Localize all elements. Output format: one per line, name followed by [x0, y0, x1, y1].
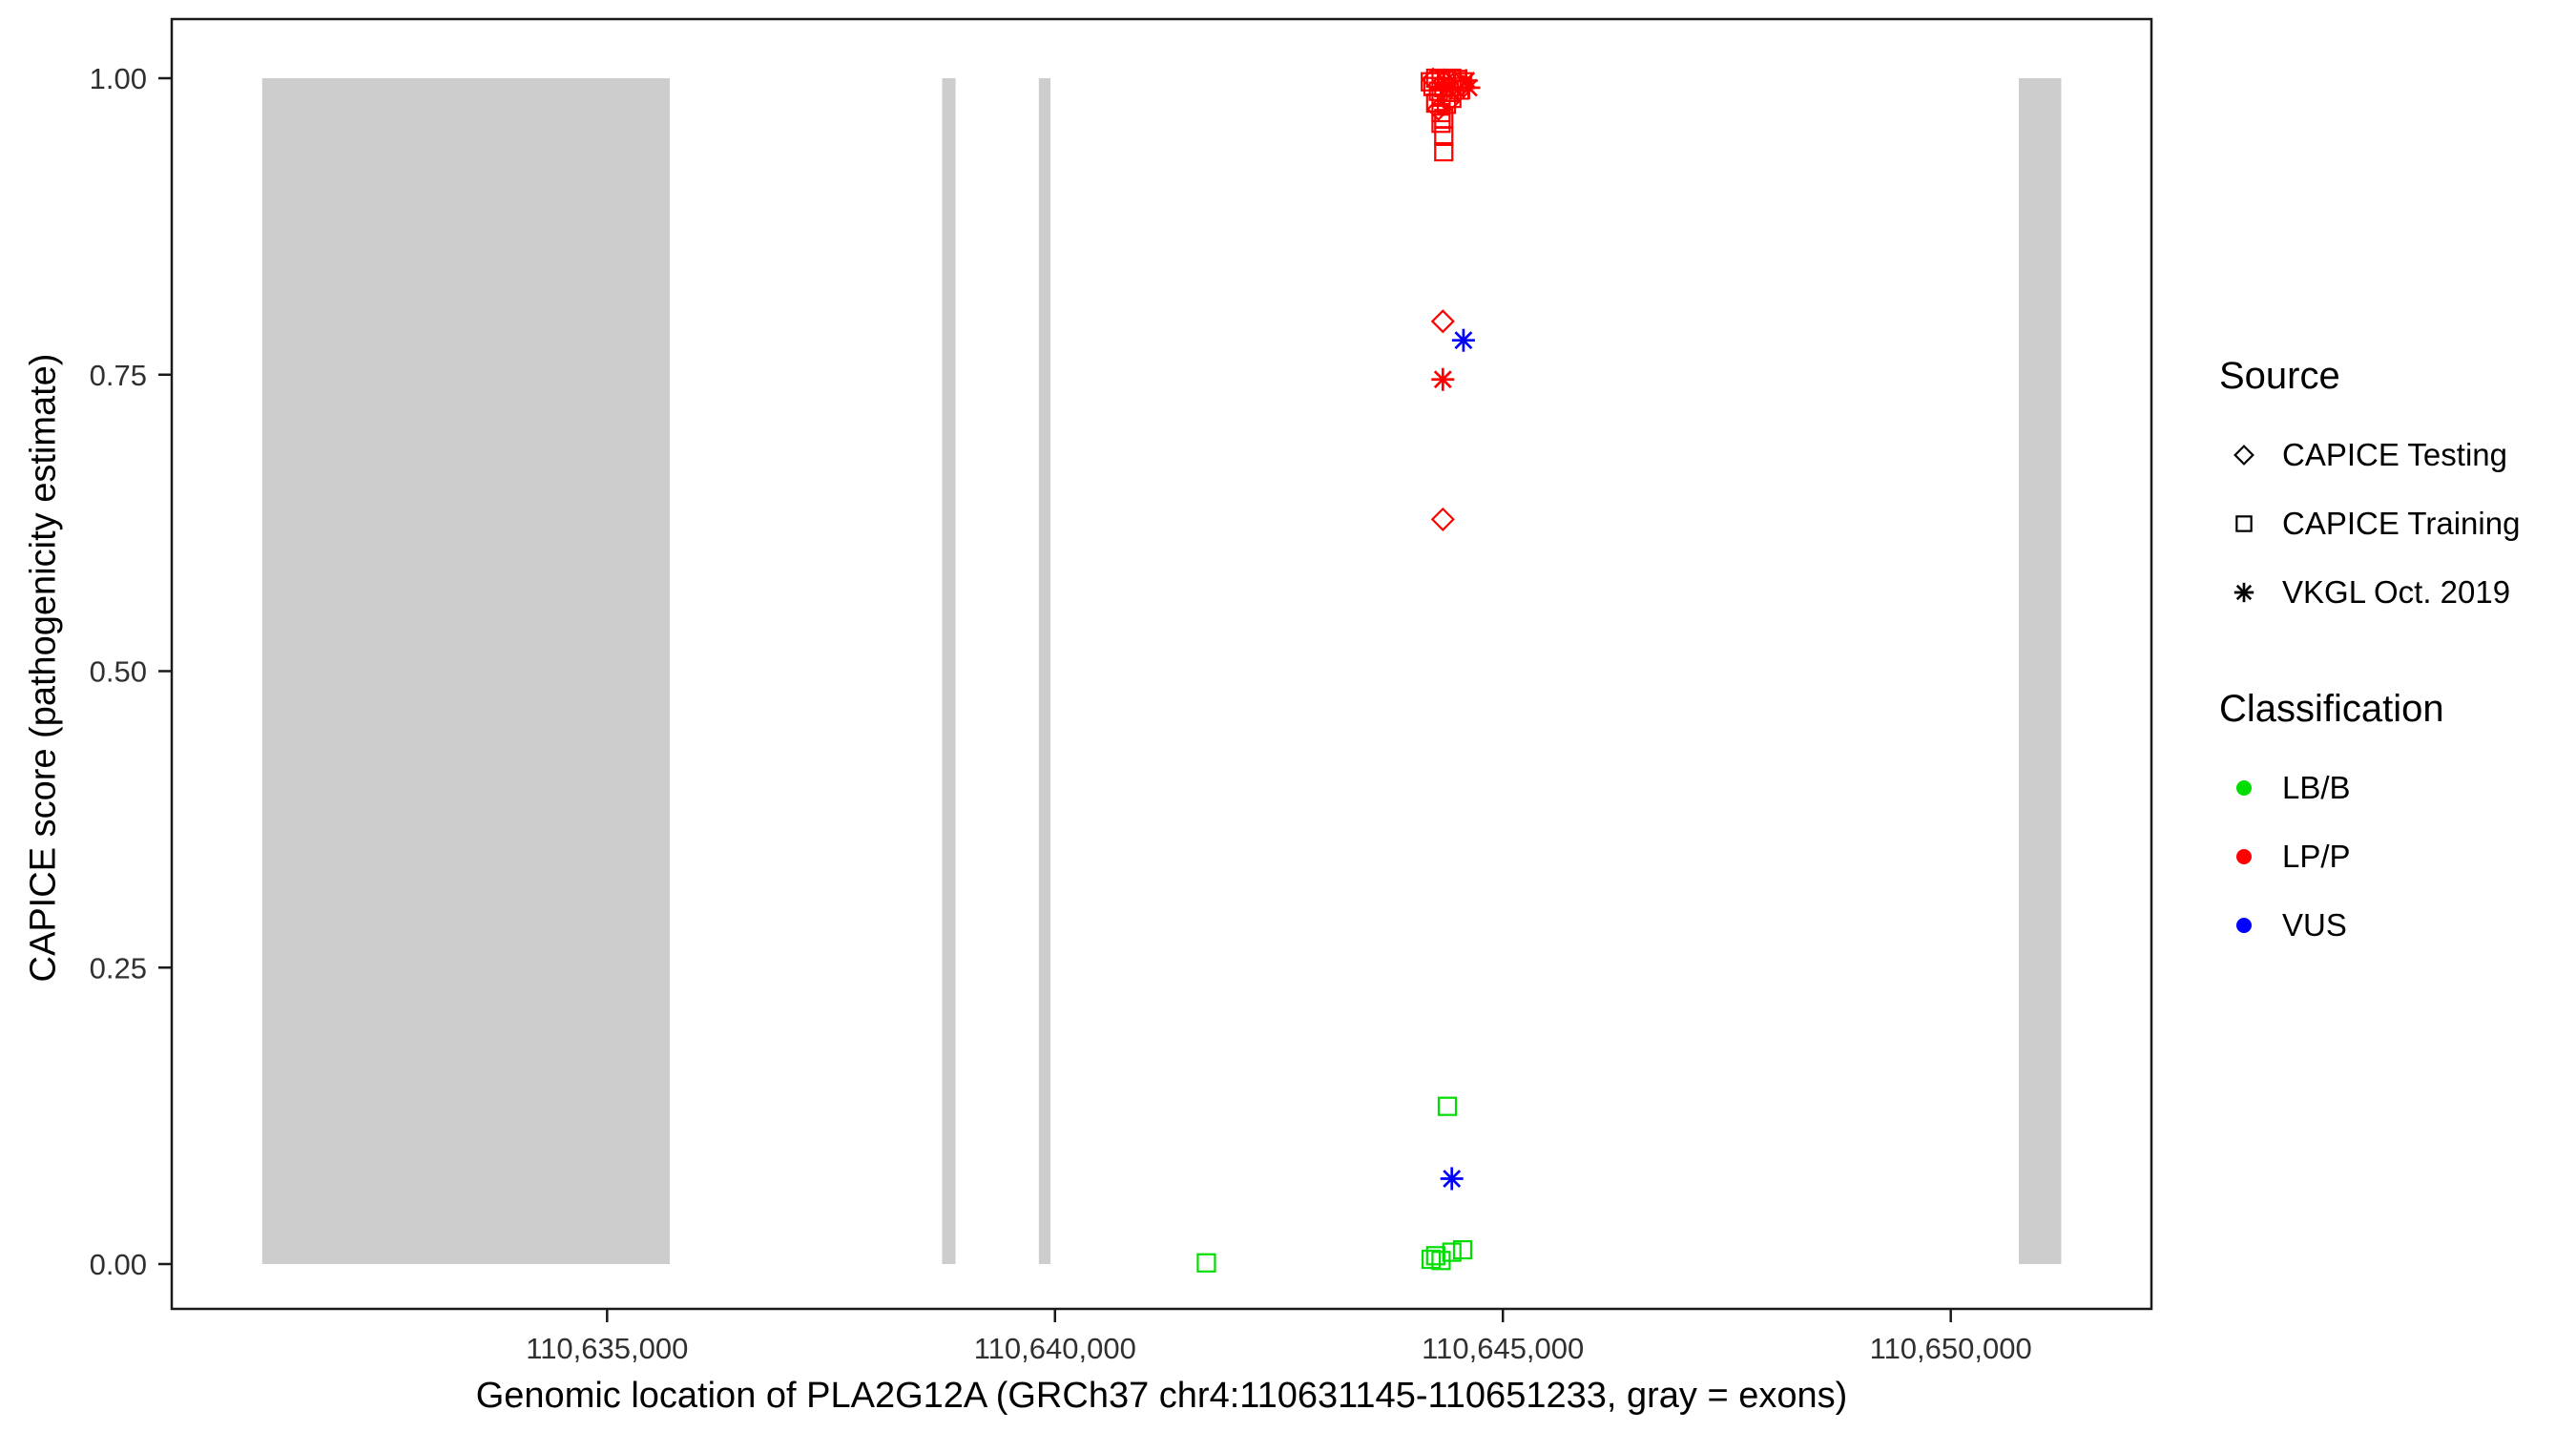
legend-item: VUS — [2219, 891, 2520, 960]
legend-item-label: CAPICE Testing — [2282, 437, 2507, 472]
data-point-square — [1422, 1249, 1442, 1270]
square-icon — [2235, 515, 2253, 532]
legend-item-label: VKGL Oct. 2019 — [2282, 574, 2511, 610]
exon-band — [261, 78, 671, 1264]
diamond-icon — [2233, 445, 2254, 466]
data-point-diamond — [1430, 507, 1455, 531]
data-point-square — [1434, 141, 1454, 162]
legend-item: VKGL Oct. 2019 — [2219, 558, 2520, 627]
legend-classification-block: Classification LB/B LP/P VUS — [2219, 688, 2520, 960]
legend-title-source: Source — [2219, 355, 2340, 397]
legend-item: LP/P — [2219, 822, 2520, 891]
y-tick-label: 1.00 — [90, 62, 147, 95]
exon-band — [1038, 78, 1051, 1264]
legend-item: LB/B — [2219, 754, 2520, 822]
dot-icon — [2236, 918, 2252, 933]
data-point-diamond — [1431, 70, 1456, 94]
data-point-diamond — [1451, 74, 1476, 99]
x-axis-title: Genomic location of PLA2G12A (GRCh37 chr… — [475, 1376, 1848, 1416]
data-point-square — [1452, 1239, 1473, 1260]
exon-band — [2019, 78, 2062, 1264]
data-point-diamond — [1437, 89, 1462, 114]
legend-classification-rows: LB/B LP/P VUS — [2219, 754, 2520, 960]
legend-item-label: LB/B — [2282, 770, 2351, 805]
legend-item: CAPICE Testing — [2219, 421, 2520, 489]
data-point-square — [1431, 114, 1451, 134]
data-point-square — [2235, 515, 2253, 532]
legend: Source CAPICE Testing CAPICE Training VKGL… — [2219, 355, 2520, 960]
dot-shape — [2236, 918, 2252, 933]
x-tick-label: 110,640,000 — [974, 1332, 1136, 1365]
exon-band — [942, 78, 956, 1264]
legend-item-label: CAPICE Training — [2282, 506, 2521, 541]
dot-shape — [2236, 780, 2252, 796]
y-tick-label: 0.25 — [90, 951, 147, 985]
y-tick-label: 0.00 — [90, 1248, 147, 1281]
data-point-diamond — [1426, 96, 1451, 121]
x-tick-label: 110,635,000 — [526, 1332, 688, 1365]
dot-icon — [2236, 780, 2252, 796]
legend-item: CAPICE Training — [2219, 489, 2520, 558]
legend-title-classification: Classification — [2219, 688, 2444, 730]
data-point-asterisk — [1451, 328, 1475, 352]
data-point-diamond — [2233, 445, 2254, 466]
x-tick-label: 110,650,000 — [1870, 1332, 2032, 1365]
data-point-square — [1437, 1096, 1458, 1116]
legend-item-label: LP/P — [2282, 839, 2351, 874]
data-point-asterisk — [2233, 582, 2254, 603]
asterisk-icon — [2233, 582, 2254, 603]
data-point-diamond — [1430, 309, 1455, 334]
legend-source-rows: CAPICE Testing CAPICE Training VKGL Oct. 2… — [2219, 421, 2520, 627]
data-point-square — [1196, 1253, 1216, 1273]
data-point-asterisk — [1440, 1167, 1464, 1191]
panel-border — [170, 17, 2153, 1311]
y-axis-title: CAPICE score (pathogenicity estimate) — [23, 353, 64, 983]
legend-item-label: VUS — [2282, 907, 2347, 943]
x-tick-label: 110,645,000 — [1422, 1332, 1584, 1365]
dot-shape — [2236, 849, 2252, 864]
y-tick-label: 0.50 — [90, 655, 147, 689]
data-point-asterisk — [1431, 367, 1455, 391]
legend-source-block: Source CAPICE Testing CAPICE Training VKGL… — [2219, 355, 2520, 627]
dot-icon — [2236, 849, 2252, 864]
data-point-square — [1442, 1242, 1462, 1262]
data-point-asterisk — [1457, 75, 1481, 99]
data-point-square — [1434, 126, 1454, 147]
y-tick-label: 0.75 — [90, 359, 147, 392]
